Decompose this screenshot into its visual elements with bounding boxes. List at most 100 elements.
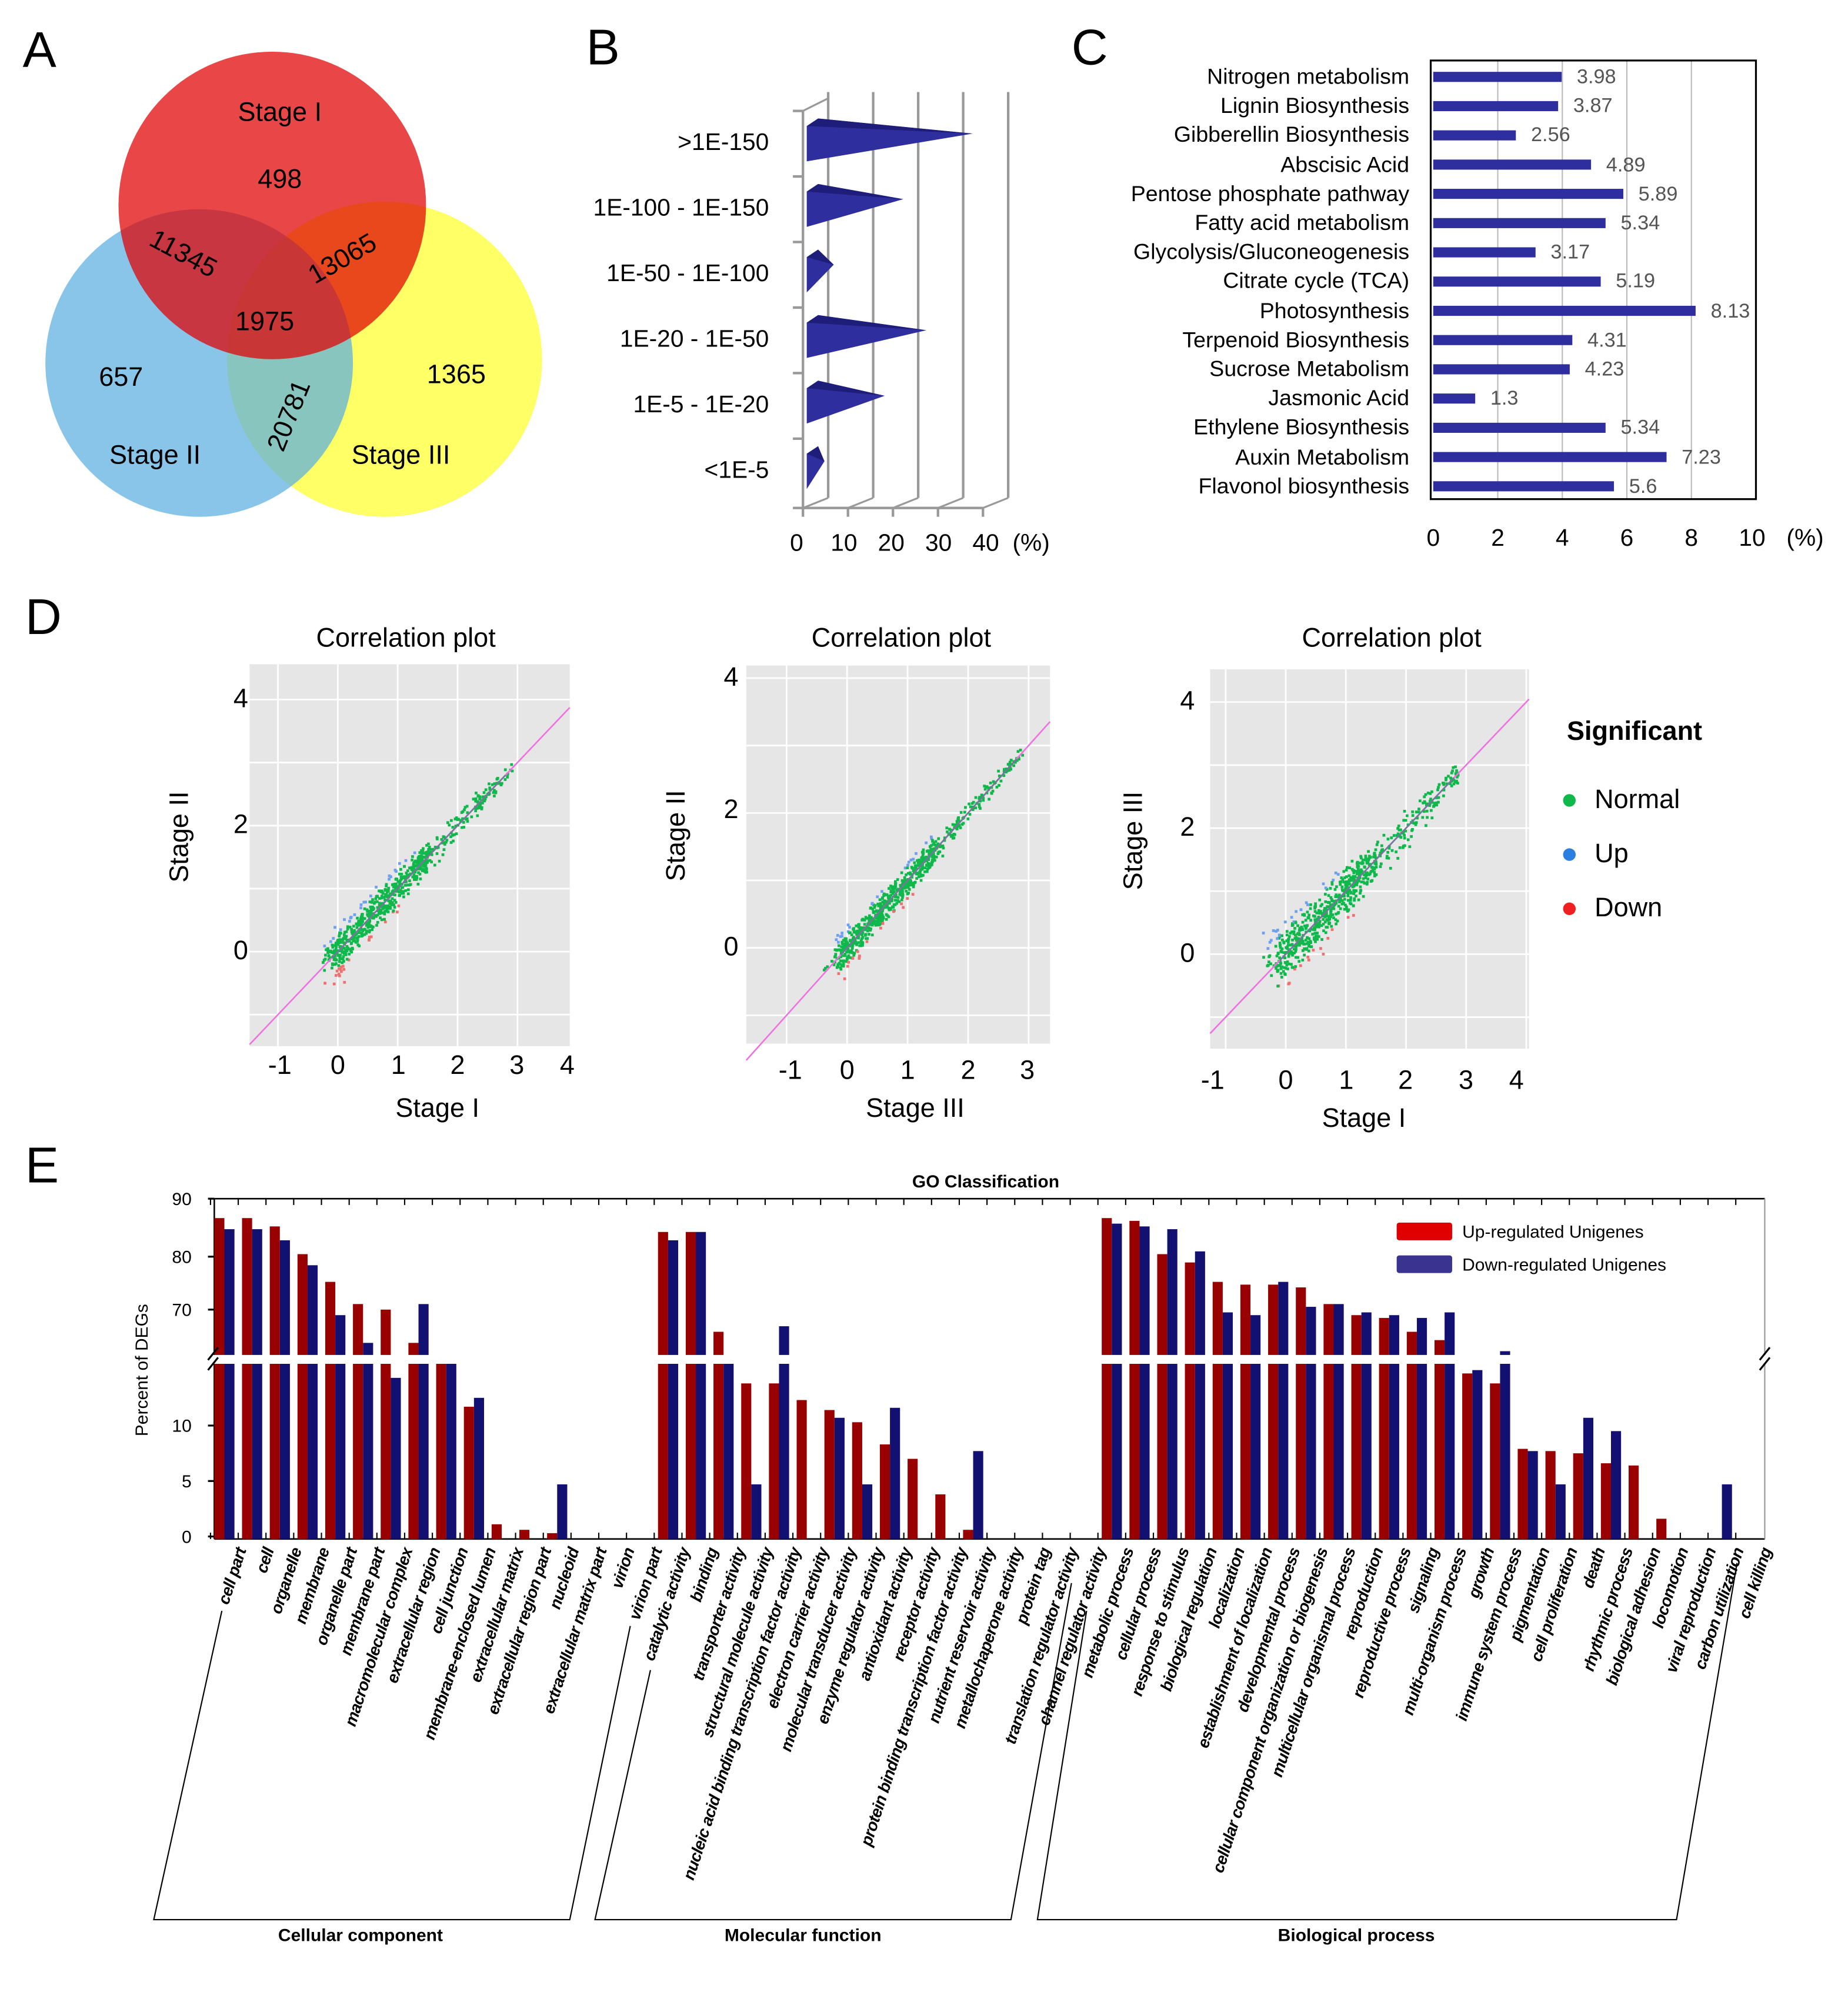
point-normal (1308, 929, 1312, 933)
point-down (332, 982, 336, 986)
point-down (858, 957, 861, 960)
point-normal (466, 820, 469, 823)
point-up (1295, 910, 1297, 913)
point-normal (368, 930, 371, 933)
point-normal (925, 870, 929, 873)
point-normal (927, 866, 930, 870)
point-normal (1277, 936, 1281, 940)
point-normal (436, 846, 440, 849)
point-normal (1429, 799, 1432, 803)
point-normal (833, 955, 836, 959)
point-normal (899, 884, 902, 887)
point-normal (337, 964, 341, 967)
point-normal (476, 807, 479, 810)
point-down (846, 965, 849, 968)
plot-background (746, 665, 1050, 1044)
panel-label-e: E (25, 1138, 59, 1194)
point-normal (900, 871, 903, 875)
point-normal (386, 890, 389, 894)
point-normal (482, 791, 486, 794)
point-normal (1452, 766, 1455, 769)
point-up (413, 851, 416, 855)
point-normal (379, 916, 382, 920)
point-down (879, 926, 882, 930)
point-normal (1355, 883, 1359, 886)
point-normal (1314, 920, 1317, 923)
point-normal (1367, 850, 1370, 853)
point-up (359, 906, 362, 910)
point-normal (338, 931, 341, 935)
point-normal (386, 894, 389, 897)
bar-up-lower (713, 1363, 724, 1539)
point-normal (415, 878, 418, 881)
point-normal (906, 892, 909, 896)
point-normal (365, 908, 369, 912)
point-normal (835, 966, 839, 969)
point-normal (390, 903, 393, 906)
point-up (388, 874, 391, 877)
bar-down-upper (279, 1240, 290, 1355)
point-normal (915, 872, 918, 875)
point-down (368, 938, 371, 942)
point-normal (923, 870, 926, 873)
point-normal (493, 795, 496, 797)
legend-title: Significant (1566, 717, 1703, 746)
bar-down-lower (335, 1363, 346, 1539)
point-normal (341, 938, 343, 942)
point-normal (1335, 893, 1338, 896)
point-normal (1324, 907, 1327, 910)
point-normal (906, 886, 910, 889)
point-up (870, 902, 874, 905)
point-normal (869, 927, 872, 931)
point-normal (363, 917, 366, 920)
point-normal (1340, 876, 1343, 879)
y-tick-label: 1E-5 - 1E-20 (633, 392, 769, 419)
point-normal (966, 817, 970, 820)
point-normal (1387, 846, 1391, 850)
point-normal (1303, 953, 1306, 957)
point-down (906, 897, 909, 900)
point-normal (380, 896, 383, 899)
point-normal (336, 952, 339, 955)
category-label: Gibberellin Biosynthesis (1173, 122, 1410, 148)
point-normal (1304, 919, 1307, 922)
point-normal (964, 806, 967, 809)
point-normal (1370, 866, 1374, 869)
point-normal (371, 928, 374, 932)
point-normal (383, 899, 386, 902)
bar-down-upper (779, 1326, 789, 1355)
point-normal (864, 934, 867, 937)
point-normal (919, 873, 922, 876)
point-normal (1379, 852, 1382, 855)
x-unit-label: (%) (1012, 530, 1050, 558)
point-normal (848, 931, 851, 935)
point-normal (424, 868, 428, 872)
point-normal (1361, 858, 1365, 862)
point-normal (356, 940, 359, 943)
point-normal (878, 912, 882, 915)
point-normal (407, 888, 410, 892)
point-up (362, 900, 366, 904)
point-normal (896, 899, 899, 902)
point-normal (858, 925, 860, 929)
point-up (1299, 908, 1303, 912)
bar-down-lower (1361, 1363, 1372, 1539)
point-normal (1408, 845, 1412, 849)
depth-line (848, 497, 874, 509)
point-normal (365, 924, 368, 927)
point-normal (926, 862, 930, 865)
point-normal (1304, 939, 1307, 942)
bar-down-upper (335, 1315, 346, 1355)
group-label: Biological process (1277, 1924, 1435, 1945)
bar-up (908, 1459, 918, 1539)
point-up (912, 857, 915, 861)
point-normal (333, 949, 336, 952)
bar-up-lower (1406, 1363, 1417, 1539)
point-normal (1335, 912, 1337, 916)
point-down (368, 936, 371, 939)
legend-swatch-up (1396, 1222, 1452, 1240)
point-normal (1415, 810, 1418, 813)
point-normal (336, 938, 340, 942)
bar-down-lower (723, 1363, 734, 1539)
point-normal (883, 901, 887, 904)
